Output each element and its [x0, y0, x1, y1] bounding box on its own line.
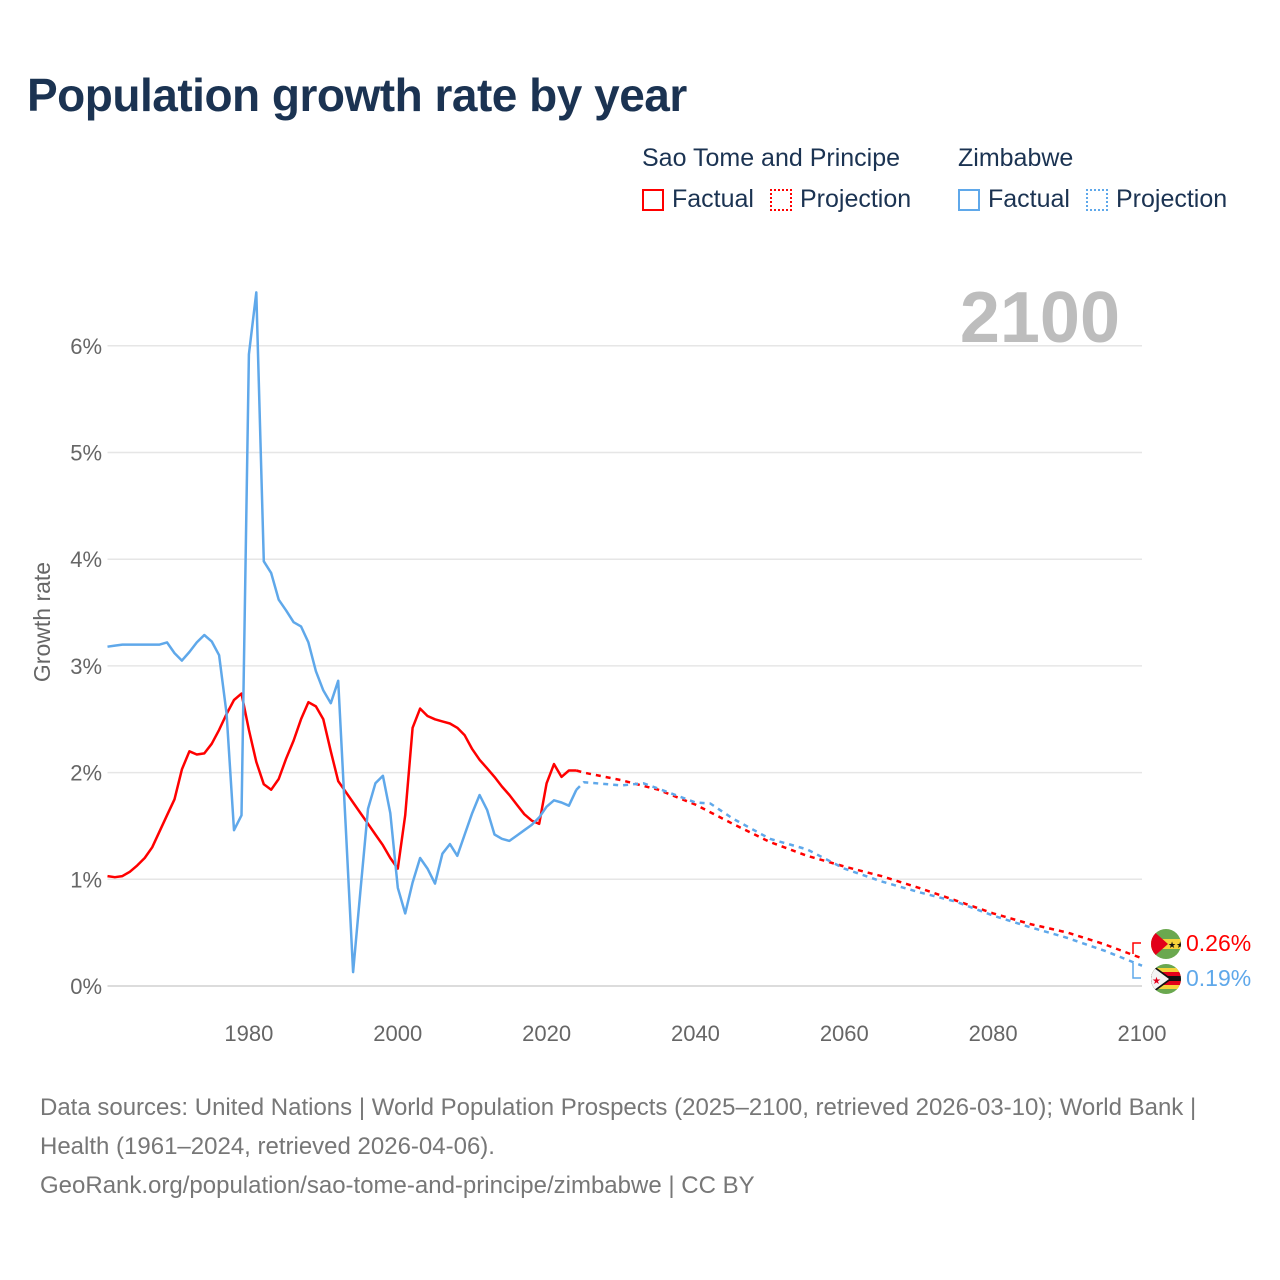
- data-sources: Data sources: United Nations | World Pop…: [40, 1088, 1240, 1205]
- svg-text:★: ★: [1152, 976, 1161, 987]
- sources-link[interactable]: GeoRank.org/population/sao-tome-and-prin…: [40, 1172, 755, 1199]
- x-tick-label: 1980: [224, 1021, 273, 1046]
- legend-country-label: Sao Tome and Principe: [642, 144, 901, 172]
- legend-label: Factual: [672, 185, 754, 213]
- dotted-swatch-icon: [1085, 188, 1108, 211]
- series-line-1: [576, 769, 1143, 960]
- x-tick-label: 2060: [820, 1021, 869, 1046]
- y-tick-label: 5%: [70, 441, 102, 466]
- legend-sao-tome: Sao Tome and Principe Factual Projection: [642, 144, 927, 214]
- solid-swatch-icon: [958, 188, 980, 211]
- y-tick-label: 1%: [70, 867, 102, 892]
- y-tick-label: 2%: [70, 761, 102, 786]
- legend-zimbabwe: Zimbabwe Factual Projection: [958, 144, 1243, 214]
- y-tick-label: 6%: [70, 334, 102, 359]
- legend-item-zwe-projection[interactable]: Projection: [1085, 185, 1228, 214]
- y-tick-label: 4%: [70, 547, 102, 572]
- series-line-0: [107, 692, 577, 879]
- y-tick-label: 0%: [70, 974, 102, 999]
- zwe-end-value: 0.19%: [1186, 965, 1251, 991]
- line-chart: 0% 1% 2% 3% 4% 5% 6% 1980 2000 2020 2040 2060 2080 21…: [29, 278, 1251, 1046]
- series-line-2: [107, 291, 578, 974]
- legend-label: Projection: [799, 185, 912, 213]
- legend-item-zwe-factual[interactable]: Factual: [958, 185, 1070, 214]
- y-axis-label: Growth rate: [29, 562, 55, 682]
- stp-end-value: 0.26%: [1186, 930, 1251, 956]
- chart-title: Population growth rate by year: [27, 69, 687, 121]
- x-tick-label: 2020: [522, 1021, 571, 1046]
- solid-swatch-icon: [642, 188, 664, 211]
- y-tick-label: 3%: [70, 654, 102, 679]
- year-watermark: 2100: [960, 278, 1120, 358]
- svg-text:★★: ★★: [1168, 940, 1184, 950]
- sources-text: Data sources: United Nations | World Pop…: [40, 1094, 1197, 1160]
- x-tick-label: 2100: [1118, 1021, 1167, 1046]
- legend-item-stp-projection[interactable]: Projection: [769, 185, 912, 214]
- x-tick-label: 2040: [671, 1021, 720, 1046]
- zwe-label-connector: [1132, 963, 1141, 979]
- legend-label: Projection: [1115, 185, 1228, 213]
- legend-label: Factual: [988, 185, 1070, 213]
- zimbabwe-flag-icon: ★: [1151, 964, 1181, 994]
- legend-item-stp-factual[interactable]: Factual: [642, 185, 754, 214]
- x-tick-label: 2080: [969, 1021, 1018, 1046]
- stp-label-connector: [1132, 942, 1141, 954]
- sao-tome-flag-icon: ★★: [1151, 929, 1184, 959]
- x-tick-label: 2000: [373, 1021, 422, 1046]
- dotted-swatch-icon: [769, 188, 792, 211]
- series-line-3: [575, 780, 1143, 967]
- legend-country-label: Zimbabwe: [958, 144, 1074, 172]
